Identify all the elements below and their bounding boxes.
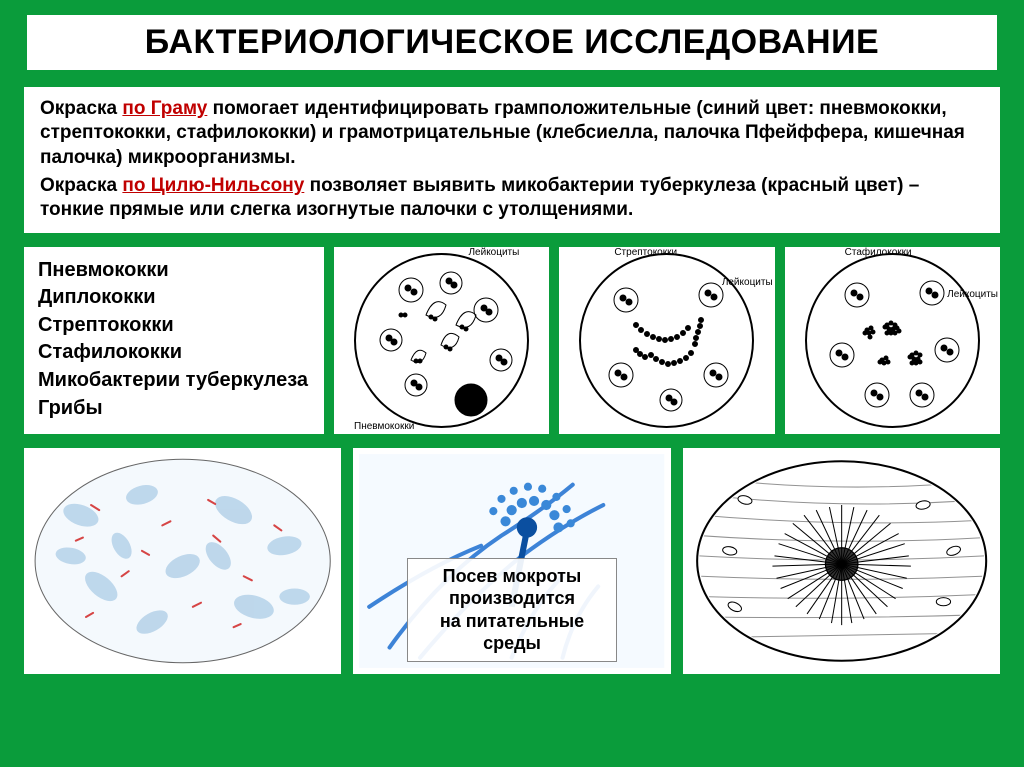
list-item: Стафилококки — [38, 339, 310, 367]
intro-para-1: Окраска по Граму помогает идентифицирова… — [40, 97, 984, 170]
intro-para-2: Окраска по Цилю-Нильсону позволяет выяви… — [40, 174, 984, 223]
list-item: Микобактерии туберкулеза — [38, 367, 310, 395]
intro-p2-a: Окраска — [40, 175, 122, 196]
diagram-pneumococci: Лейкоциты Пневмококки — [334, 247, 549, 434]
list-item: Грибы — [38, 395, 310, 423]
panel-actinomyces — [683, 448, 1000, 674]
organism-list-box: Пневмококки Диплококки Стрептококки Стаф… — [24, 247, 324, 434]
title-box: БАКТЕРИОЛОГИЧЕСКОЕ ИССЛЕДОВАНИЕ — [24, 12, 1000, 73]
label-pneumococci: Пневмококки — [354, 421, 414, 432]
panel-fungi: Посев мокроты производится на питательны… — [353, 448, 670, 674]
label-leukocytes-1: Лейкоциты — [468, 247, 519, 258]
microscope-field-3 — [805, 253, 980, 428]
label-streptococci: Стрептококки — [614, 247, 677, 258]
culture-caption: Посев мокроты производится на питательны… — [407, 558, 617, 662]
list-item: Пневмококки — [38, 257, 310, 285]
list-item: Диплококки — [38, 284, 310, 312]
diagram-staphylococci: Стафилококки Лейкоциты — [785, 247, 1000, 434]
page-title: БАКТЕРИОЛОГИЧЕСКОЕ ИССЛЕДОВАНИЕ — [47, 23, 977, 62]
label-staphylococci: Стафилококки — [845, 247, 912, 258]
caption-line: производится — [418, 587, 606, 610]
intro-p1-link: по Граму — [122, 98, 207, 119]
caption-line: среды — [418, 632, 606, 655]
list-item: Стрептококки — [38, 312, 310, 340]
label-leukocytes-3: Лейкоциты — [947, 289, 998, 300]
microscope-field-1 — [354, 253, 529, 428]
caption-line: на питательные — [418, 610, 606, 633]
middle-row: Пневмококки Диплококки Стрептококки Стаф… — [24, 247, 1000, 434]
bottom-row: Посев мокроты производится на питательны… — [24, 448, 1000, 674]
panel-zn-smear — [24, 448, 341, 674]
caption-line: Посев мокроты — [418, 565, 606, 588]
intro-p1-a: Окраска — [40, 98, 122, 119]
intro-p2-link: по Цилю-Нильсону — [122, 175, 304, 196]
diagram-streptococci: Стрептококки Лейкоциты — [559, 247, 774, 434]
label-leukocytes-2: Лейкоциты — [722, 277, 773, 288]
intro-box: Окраска по Граму помогает идентифицирова… — [24, 87, 1000, 233]
